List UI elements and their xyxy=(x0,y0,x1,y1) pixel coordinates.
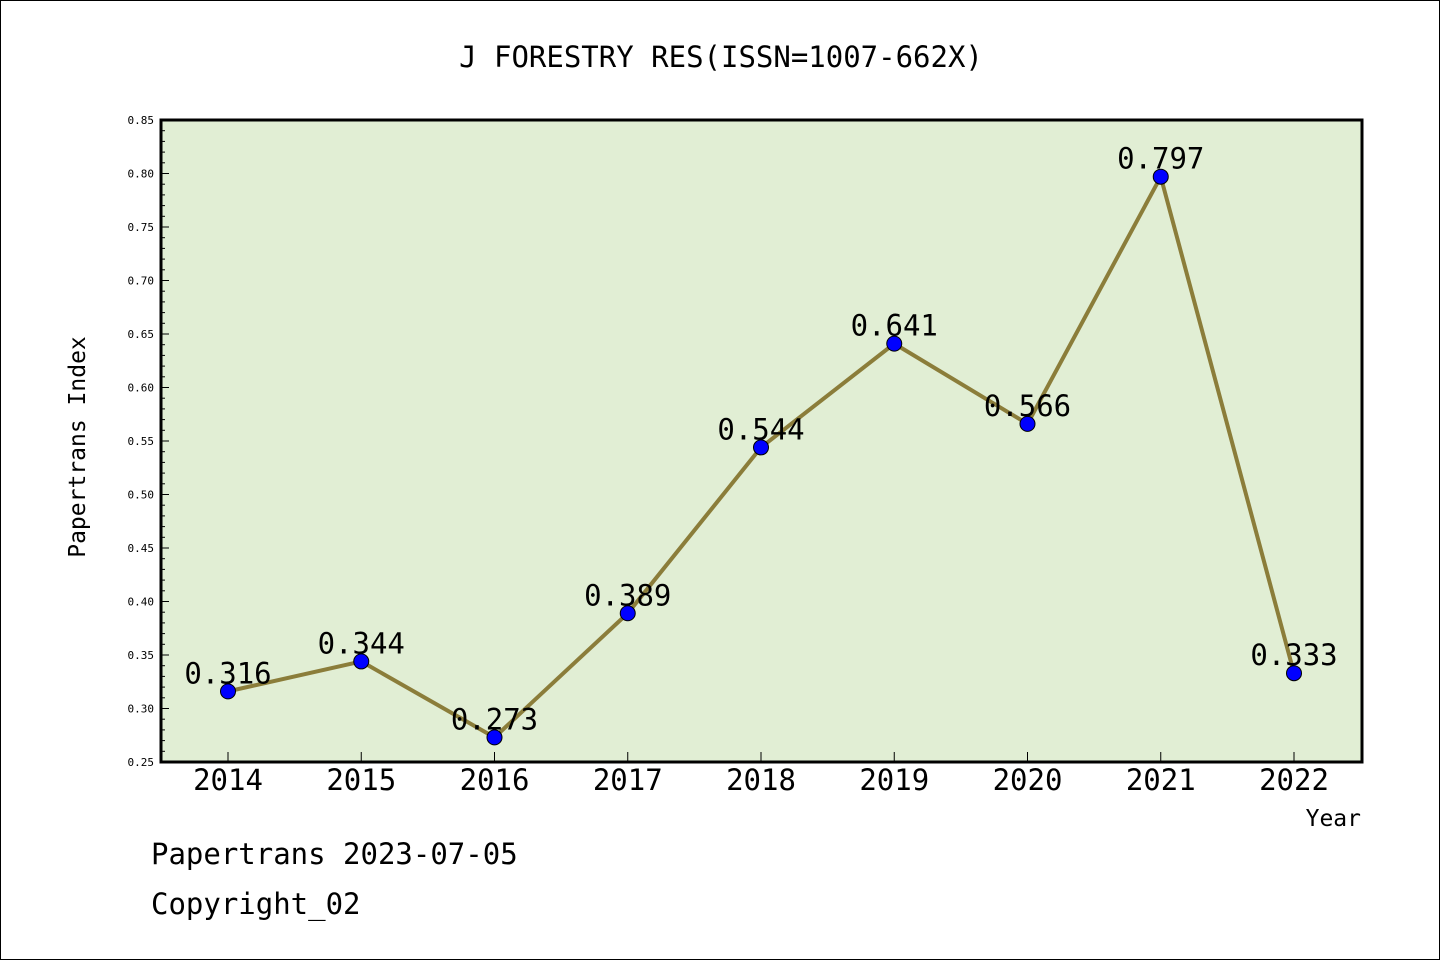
y-tick-label: 0.40 xyxy=(128,596,155,609)
y-tick-label: 0.55 xyxy=(128,435,155,448)
y-tick-label: 0.45 xyxy=(128,542,155,555)
x-tick-label: 2015 xyxy=(326,763,396,797)
x-tick-label: 2021 xyxy=(1126,763,1196,797)
data-label: 0.641 xyxy=(851,309,938,343)
data-label: 0.797 xyxy=(1117,142,1204,176)
chart-title: J FORESTRY RES(ISSN=1007-662X) xyxy=(459,40,983,74)
y-tick-label: 0.75 xyxy=(128,221,155,234)
data-label: 0.316 xyxy=(184,656,271,690)
data-point xyxy=(886,335,903,352)
data-point xyxy=(1019,415,1036,432)
x-tick-label: 2017 xyxy=(593,763,663,797)
data-point xyxy=(1152,168,1169,185)
plot-frame xyxy=(159,118,1364,764)
data-point xyxy=(1286,665,1302,682)
data-label: 0.333 xyxy=(1250,638,1337,672)
y-tick-label: 0.85 xyxy=(128,114,155,127)
data-point xyxy=(353,653,370,670)
y-tick-label: 0.80 xyxy=(128,168,155,181)
x-axis-label: Year xyxy=(1306,806,1361,832)
x-tick-label: 2020 xyxy=(993,763,1063,797)
x-axis-ticks: 2014 2015 2016 2017 2018 2019 2020 2021 2022 xyxy=(193,752,1329,797)
y-tick-label: 0.60 xyxy=(128,382,155,395)
y-axis-ticks: 0.25 0.30 0.35 0.40 0.45 0.50 0.55 0.60 0.65 0.70… xyxy=(128,114,169,769)
y-tick-label: 0.70 xyxy=(128,275,155,288)
x-tick-label: 2016 xyxy=(460,763,530,797)
footer-date: Papertrans 2023-07-05 xyxy=(151,837,518,871)
data-label: 0.389 xyxy=(584,578,671,612)
series-layer: 0.316 0.344 0.273 0.389 0.544 0.641 0.566 0.797… xyxy=(184,142,1338,746)
y-tick-label: 0.35 xyxy=(128,649,155,662)
y-tick-label: 0.30 xyxy=(128,703,155,716)
data-label: 0.566 xyxy=(984,389,1071,423)
y-tick-label: 0.25 xyxy=(128,756,155,769)
data-point xyxy=(220,683,236,700)
data-point xyxy=(486,729,503,746)
y-tick-label: 0.65 xyxy=(128,328,155,341)
data-label: 0.273 xyxy=(451,702,538,736)
data-label: 0.344 xyxy=(318,626,405,660)
x-tick-label: 2022 xyxy=(1259,763,1329,797)
x-tick-label: 2014 xyxy=(193,763,263,797)
data-point xyxy=(619,605,636,622)
y-axis-label: Papertrans Index xyxy=(65,336,91,558)
y-tick-label: 0.50 xyxy=(128,489,155,502)
data-point xyxy=(753,439,769,456)
footer-copyright: Copyright_02 xyxy=(151,887,361,921)
x-tick-label: 2018 xyxy=(726,763,796,797)
x-tick-label: 2019 xyxy=(859,763,929,797)
data-label: 0.544 xyxy=(717,412,804,446)
